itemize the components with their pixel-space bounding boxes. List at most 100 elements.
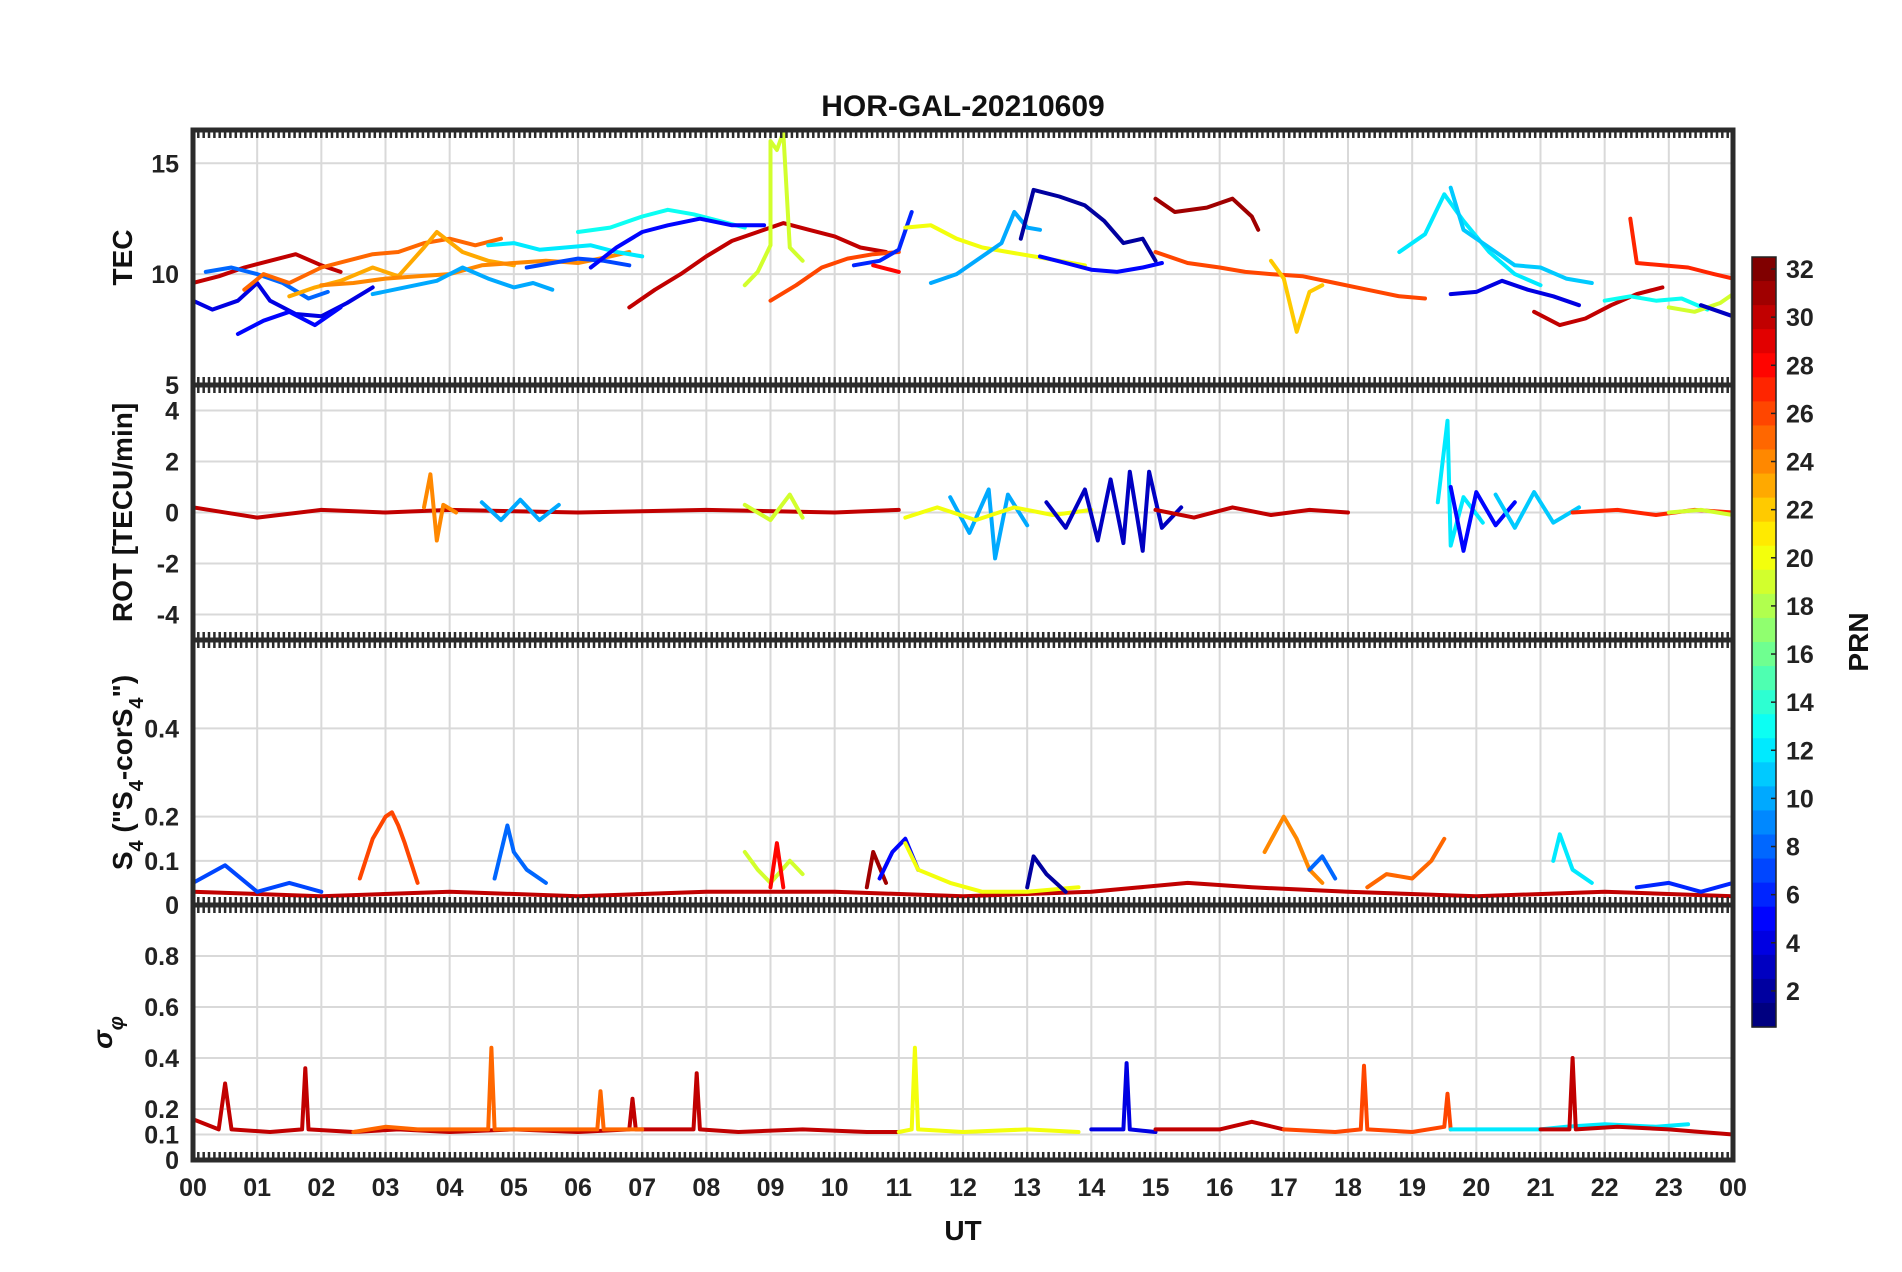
series-prn-11 — [1448, 185, 1594, 285]
y-axis-label-rot: ROT [TECU/min] — [107, 403, 138, 622]
y-tick-label: -4 — [157, 602, 179, 630]
colorbar-frame — [1751, 256, 1777, 1028]
colorbar-segment — [1752, 281, 1776, 306]
minor-ticks — [191, 385, 1735, 640]
colorbar-segment — [1752, 329, 1776, 354]
series-prn-4 — [193, 281, 375, 319]
colorbar-tick-label: 6 — [1786, 882, 1800, 910]
series-prn-30 — [193, 252, 343, 285]
y-tick-label: 0.8 — [144, 943, 179, 971]
y-tick-label: 0.4 — [144, 715, 179, 743]
series-prn-12 — [1397, 192, 1543, 288]
series-prn-12 — [486, 241, 645, 259]
y-tick-label: 0.2 — [144, 804, 179, 832]
x-tick-label: 14 — [1077, 1174, 1105, 1202]
x-tick-label: 03 — [372, 1174, 400, 1202]
colorbar-segment — [1752, 425, 1776, 451]
x-tick-label: 20 — [1462, 1174, 1490, 1202]
series-prn-8 — [203, 265, 330, 301]
series-prn-10 — [370, 265, 555, 297]
series-prn-5 — [1448, 485, 1517, 553]
x-tick-label: 01 — [243, 1174, 271, 1202]
series-prn-19 — [1666, 292, 1733, 314]
series-prn-26 — [1281, 1063, 1453, 1134]
y-tick-label: 0 — [165, 892, 179, 920]
colorbar-segment — [1752, 569, 1776, 595]
series-prn-20 — [903, 841, 1081, 894]
series-prn-3 — [1044, 469, 1184, 553]
series-prn-5 — [235, 305, 343, 336]
x-tick-label: 22 — [1591, 1174, 1619, 1202]
series-prn-26 — [357, 810, 420, 885]
y-tick-label: 15 — [151, 150, 179, 178]
x-tick-label: 02 — [307, 1174, 335, 1202]
colorbar-tick-label: 30 — [1786, 304, 1814, 332]
series-prn-22 — [1269, 258, 1325, 334]
y-tick-label: 4 — [165, 398, 179, 426]
colorbar-segment — [1752, 858, 1776, 884]
series-prn-19 — [742, 492, 805, 523]
s4-traces — [193, 810, 1733, 899]
series-prn-8 — [492, 823, 548, 885]
y-axis-label-sigma: σφ — [87, 1016, 128, 1049]
panel-tec: 5 10 15 TEC — [107, 127, 1736, 400]
panel-rot: -4 -2 0 2 4 ROT [TECU/min] — [107, 382, 1736, 643]
colorbar-tick-label: 14 — [1786, 689, 1814, 717]
series-prn-24 — [1262, 814, 1325, 885]
series-prn-5 — [1038, 254, 1164, 274]
x-tick-label: 00 — [179, 1174, 207, 1202]
series-prn-30 — [1532, 285, 1665, 328]
colorbar-tick-label: 28 — [1786, 352, 1814, 380]
panel-sigma: 00.10.2 0.4 0.6 0.8 σφ — [87, 902, 1736, 1175]
x-tick-label: 08 — [692, 1174, 720, 1202]
colorbar-tick-label: 32 — [1786, 256, 1814, 284]
series-prn-30 — [1538, 1056, 1733, 1137]
colorbar-tick-label: 22 — [1786, 497, 1814, 525]
series-prn-31 — [1153, 196, 1261, 232]
series-prn-11 — [1493, 490, 1581, 530]
series-prn-28 — [871, 263, 901, 274]
x-tick-label: 10 — [821, 1174, 849, 1202]
colorbar-segment — [1752, 954, 1776, 980]
series-prn-10 — [928, 210, 1042, 285]
series-prn-30 — [193, 1066, 901, 1134]
chart-title: HOR-GAL-20210609 — [821, 90, 1104, 123]
series-prn-3 — [1698, 303, 1733, 319]
series-prn-30 — [193, 880, 1733, 899]
y-axis-label-s4: S4 ("S4-corS4") — [107, 675, 148, 870]
series-prn-2 — [1018, 187, 1158, 263]
panel-s4: 0 0.1 0.2 0.4S4 ("S4-corS4") — [107, 637, 1736, 920]
x-tick-label: 18 — [1334, 1174, 1362, 1202]
colorbar-tick-label: 24 — [1786, 449, 1814, 477]
series-prn-2 — [1025, 854, 1068, 894]
series-prn-28 — [768, 841, 786, 890]
series-prn-26 — [1153, 250, 1427, 301]
series-prn-10 — [479, 497, 561, 523]
y-tick-label: -2 — [157, 551, 179, 579]
x-tick-label: 21 — [1527, 1174, 1555, 1202]
series-prn-12 — [1551, 832, 1594, 885]
colorbar-tick-label: 10 — [1786, 785, 1814, 813]
colorbar-segment — [1752, 1002, 1776, 1028]
x-tick-label: 19 — [1398, 1174, 1426, 1202]
colorbar-tick-label: 18 — [1786, 593, 1814, 621]
series-prn-6 — [1634, 880, 1733, 894]
x-tick-label: 06 — [564, 1174, 592, 1202]
y-tick-label: 0.6 — [144, 994, 179, 1022]
colorbar-segment — [1752, 473, 1776, 499]
colorbar-tick-label: 2 — [1786, 978, 1800, 1006]
series-prn-19 — [1666, 507, 1733, 517]
series-prn-20 — [903, 505, 1094, 523]
y-tick-label: 0.4 — [144, 1045, 179, 1073]
colorbar-tick-label: 4 — [1786, 930, 1800, 958]
series-prn-10 — [948, 487, 1030, 561]
x-tick-label: 07 — [628, 1174, 656, 1202]
x-tick-label: 11 — [886, 1174, 913, 1202]
colorbar-segment — [1752, 617, 1776, 643]
colorbar-segment — [1752, 810, 1776, 836]
colorbar-segment — [1752, 377, 1776, 402]
series-prn-25 — [242, 236, 503, 292]
